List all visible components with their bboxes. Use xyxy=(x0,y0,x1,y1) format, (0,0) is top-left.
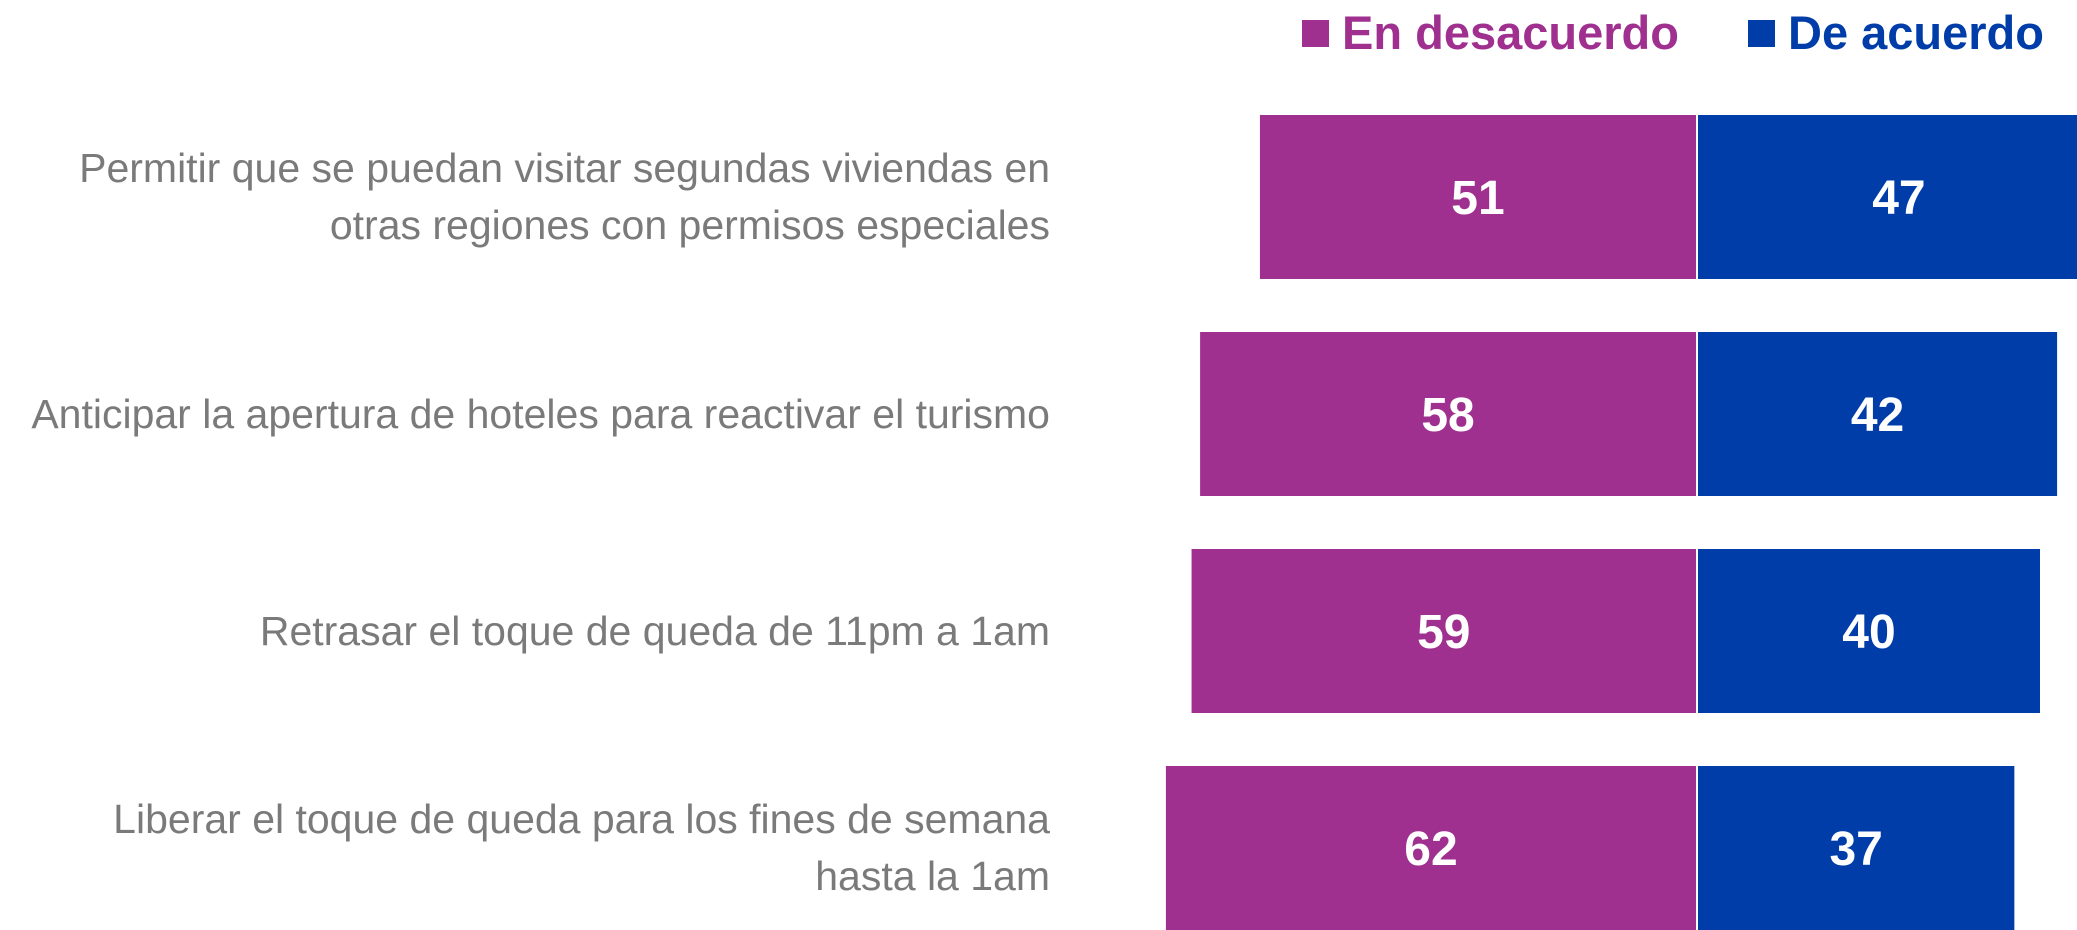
bar xyxy=(1259,115,1696,279)
legend-label: En desacuerdo xyxy=(1342,6,1679,59)
bar xyxy=(1200,332,1696,496)
value-label: 51 xyxy=(1451,172,1504,225)
value-label: 47 xyxy=(1872,172,1925,225)
category-label: Anticipar la apertura de hoteles para re… xyxy=(31,390,1050,437)
category-label: Liberar el toque de queda para los fines… xyxy=(113,796,1050,899)
value-label: 40 xyxy=(1842,606,1895,659)
bar xyxy=(1698,766,2015,930)
category-label: Retrasar el toque de queda de 11pm a 1am xyxy=(259,607,1050,654)
bar xyxy=(1698,549,2040,713)
value-label: 42 xyxy=(1851,389,1904,442)
value-label: 37 xyxy=(1829,823,1882,876)
legend-swatch xyxy=(1302,20,1329,47)
legend-label: De acuerdo xyxy=(1788,6,2044,59)
value-label: 59 xyxy=(1417,606,1470,659)
legend-swatch xyxy=(1748,20,1775,47)
value-label: 62 xyxy=(1404,823,1457,876)
bar xyxy=(1698,115,2077,279)
bar xyxy=(1698,332,2058,496)
bar xyxy=(1165,766,1696,930)
value-label: 58 xyxy=(1421,389,1474,442)
category-label: Permitir que se puedan visitar segundas … xyxy=(79,145,1050,248)
bar xyxy=(1191,549,1696,713)
